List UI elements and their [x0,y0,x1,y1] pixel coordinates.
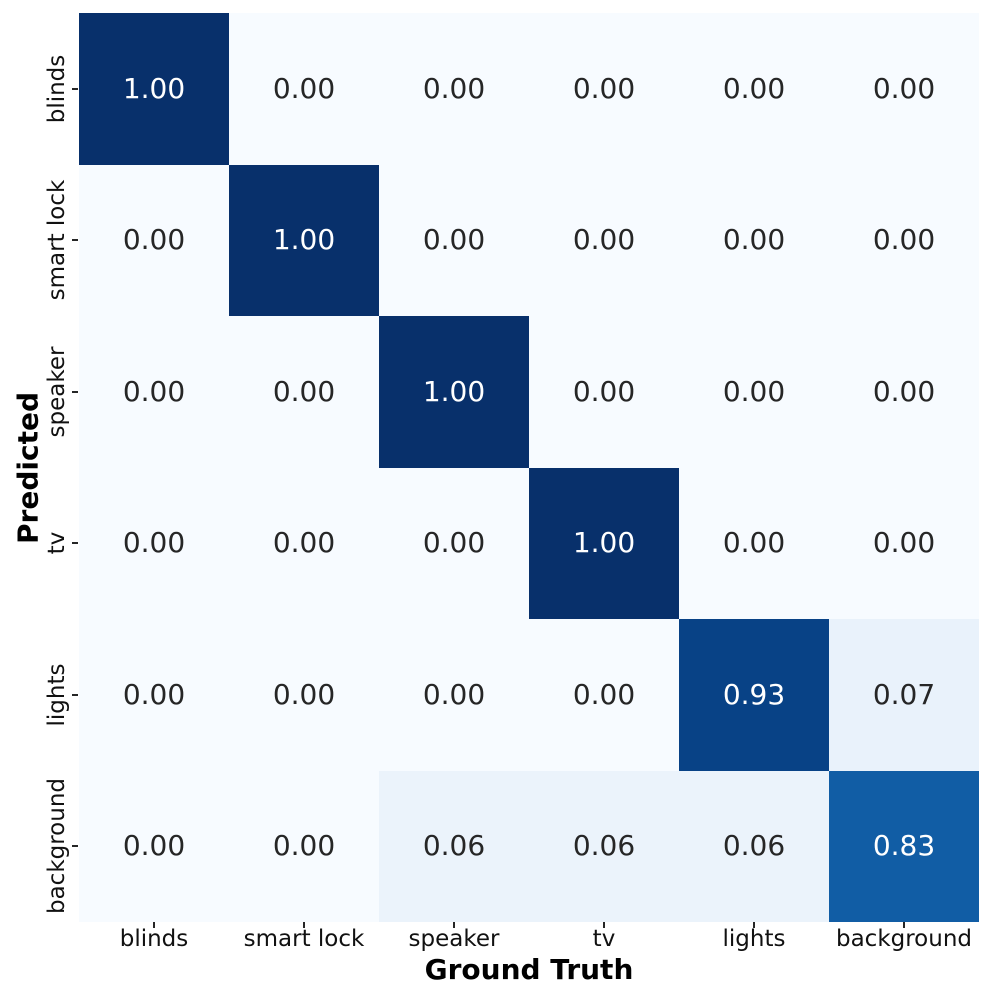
matrix-cell: 0.00 [79,770,229,922]
matrix-cell: 0.00 [679,164,829,316]
matrix-cell: 0.00 [229,770,379,922]
matrix-cell: 0.00 [79,619,229,771]
matrix-cell: 0.06 [379,770,529,922]
y-tick-mark [72,693,78,696]
matrix-cell: 0.00 [229,467,379,619]
y-tick-label: smart lock [44,179,70,301]
y-tick-mark [72,239,78,242]
x-tick-label: tv [592,926,616,952]
matrix-cell: 0.00 [379,467,529,619]
matrix-cell: 0.00 [679,467,829,619]
matrix-cell: 0.00 [679,316,829,468]
x-tick-mark [603,922,605,928]
matrix-cell: 1.00 [379,316,529,468]
matrix-cell: 0.93 [679,619,829,771]
matrix-cell: 0.00 [229,619,379,771]
y-tick-label: tv [44,531,70,555]
matrix-cell: 0.00 [529,164,679,316]
y-tick-label: background [44,778,70,915]
matrix-cell: 0.06 [679,770,829,922]
y-tick-mark [72,87,78,90]
matrix-cell: 0.00 [379,164,529,316]
x-tick-label: blinds [119,926,189,952]
matrix-cell: 1.00 [229,164,379,316]
matrix-cell: 0.00 [379,619,529,771]
x-tick-label: background [835,926,973,952]
matrix-cell: 0.00 [379,13,529,165]
matrix-cell: 0.00 [829,164,979,316]
y-axis-title: Predicted [11,392,45,544]
matrix-cell: 0.00 [529,316,679,468]
heatmap-plot-area: 1.00 0.00 0.00 0.00 0.00 0.00 0.00 1.00 0.00 0.00… [79,13,979,922]
matrix-cell: 0.00 [229,13,379,165]
x-tick-mark [153,922,155,928]
matrix-cell: 0.06 [529,770,679,922]
matrix-cell: 0.00 [529,619,679,771]
matrix-cell: 1.00 [79,13,229,165]
y-tick-label: lights [44,663,70,727]
matrix-cell: 1.00 [529,467,679,619]
y-tick-mark [72,542,78,545]
matrix-cell: 0.07 [829,619,979,771]
x-tick-label: lights [722,926,786,952]
matrix-cell: 0.00 [79,164,229,316]
matrix-cell: 0.00 [829,467,979,619]
matrix-cell: 0.00 [529,13,679,165]
x-tick-label: smart lock [243,926,365,952]
matrix-cell: 0.00 [79,467,229,619]
matrix-cell: 0.00 [229,316,379,468]
x-tick-label: speaker [408,926,500,952]
matrix-cell: 0.00 [829,13,979,165]
y-tick-mark [72,845,78,848]
x-tick-mark [903,922,905,928]
y-tick-label: speaker [44,346,70,438]
x-axis-title: Ground Truth [424,953,634,986]
y-tick-mark [72,390,78,393]
matrix-cell: 0.83 [829,770,979,922]
x-tick-mark [303,922,305,928]
x-tick-mark [753,922,755,928]
y-tick-label: blinds [44,54,70,124]
x-tick-mark [453,922,455,928]
matrix-cell: 0.00 [79,316,229,468]
matrix-cell: 0.00 [829,316,979,468]
matrix-cell: 0.00 [679,13,829,165]
